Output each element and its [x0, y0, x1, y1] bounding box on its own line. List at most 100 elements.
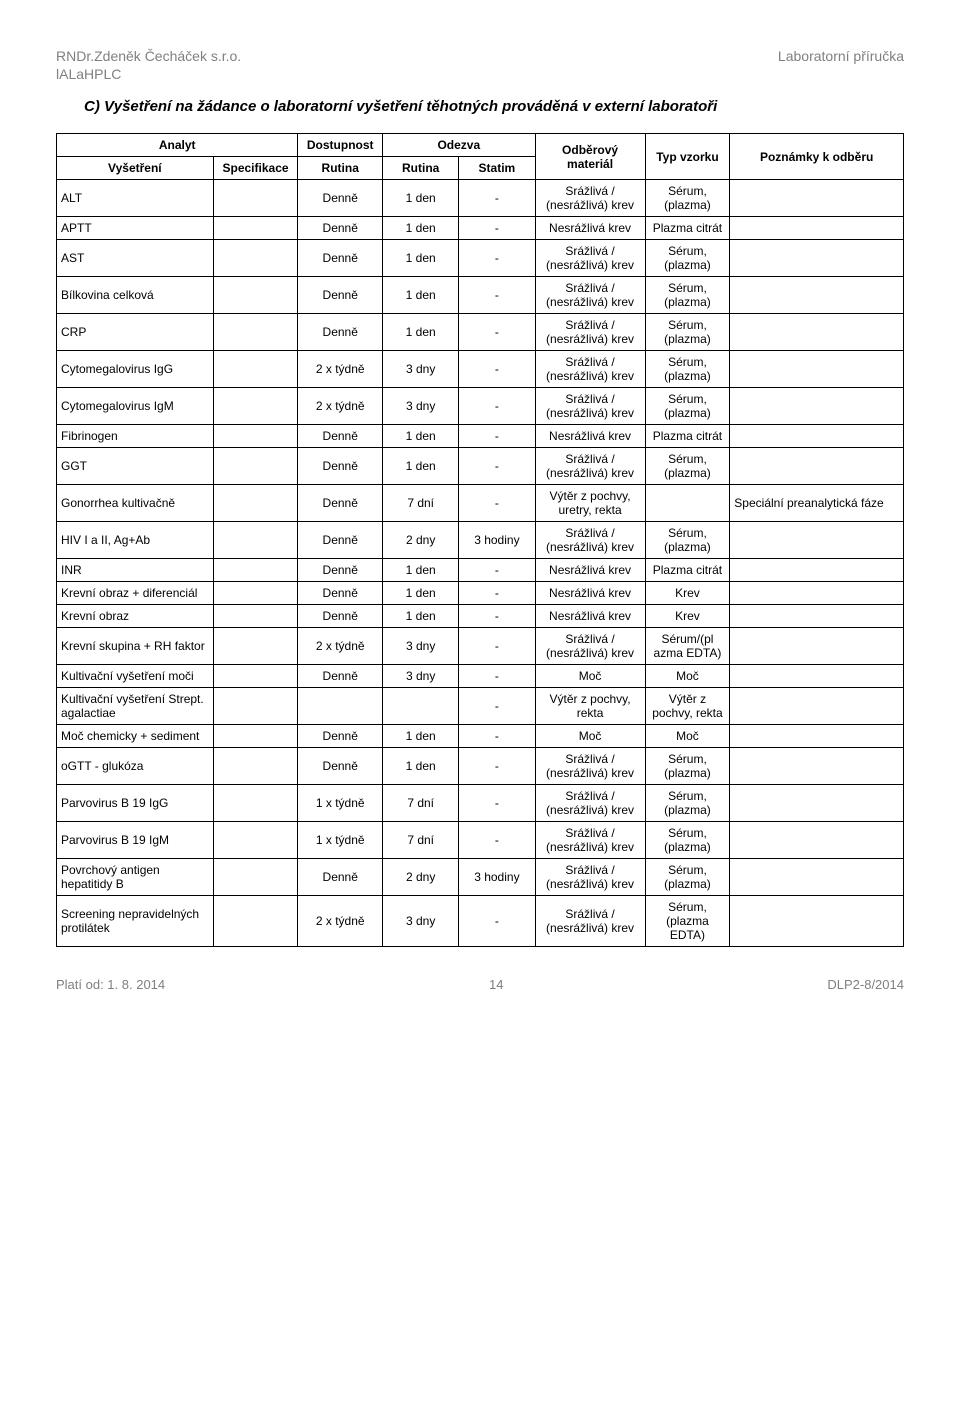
- cell: ALT: [57, 180, 214, 217]
- cell: -: [459, 628, 535, 665]
- table-row: Moč chemicky + sedimentDenně1 den-MočMoč: [57, 725, 904, 748]
- cell: Sérum, (plazma): [645, 180, 730, 217]
- cell: 3 hodiny: [459, 859, 535, 896]
- cell: -: [459, 388, 535, 425]
- cell: Povrchový antigen hepatitidy B: [57, 859, 214, 896]
- cell: Sérum, (plazma): [645, 859, 730, 896]
- cell: Denně: [298, 485, 383, 522]
- cell: -: [459, 665, 535, 688]
- th-analyt: Analyt: [57, 134, 298, 157]
- cell: Denně: [298, 180, 383, 217]
- cell: [730, 448, 904, 485]
- cell: -: [459, 559, 535, 582]
- table-row: HIV I a II, Ag+AbDenně2 dny3 hodinySrážl…: [57, 522, 904, 559]
- cell: Výtěr z pochvy, rekta: [535, 688, 645, 725]
- cell: 1 den: [383, 559, 459, 582]
- cell: 3 dny: [383, 665, 459, 688]
- cell: Denně: [298, 522, 383, 559]
- table-row: Kultivační vyšetření močiDenně3 dny-MočM…: [57, 665, 904, 688]
- cell: 2 dny: [383, 859, 459, 896]
- cell: Screening nepravidelných protilátek: [57, 896, 214, 947]
- cell: Srážlivá / (nesrážlivá) krev: [535, 351, 645, 388]
- header-row: RNDr.Zdeněk Čecháček s.r.o. Laboratorní …: [56, 48, 904, 64]
- cell: Srážlivá / (nesrážlivá) krev: [535, 896, 645, 947]
- cell: [730, 388, 904, 425]
- cell: 3 dny: [383, 628, 459, 665]
- table-row: Kultivační vyšetření Strept. agalactiae-…: [57, 688, 904, 725]
- cell: Sérum, (plazma): [645, 448, 730, 485]
- cell: [213, 688, 298, 725]
- cell: -: [459, 582, 535, 605]
- cell: -: [459, 688, 535, 725]
- cell: -: [459, 605, 535, 628]
- cell: APTT: [57, 217, 214, 240]
- cell: 1 den: [383, 582, 459, 605]
- table-row: Povrchový antigen hepatitidy BDenně2 dny…: [57, 859, 904, 896]
- header-right-top: Laboratorní příručka: [778, 48, 904, 64]
- cell: [645, 485, 730, 522]
- cell: [730, 725, 904, 748]
- cell: Denně: [298, 240, 383, 277]
- cell: 1 den: [383, 240, 459, 277]
- cell: [213, 725, 298, 748]
- cell: Krevní obraz + diferenciál: [57, 582, 214, 605]
- table-row: Cytomegalovirus IgG2 x týdně3 dny-Srážli…: [57, 351, 904, 388]
- footer: Platí od: 1. 8. 2014 14 DLP2-8/2014: [56, 977, 904, 992]
- cell: Denně: [298, 725, 383, 748]
- cell: -: [459, 240, 535, 277]
- cell: 2 dny: [383, 522, 459, 559]
- table-row: APTTDenně1 den-Nesrážlivá krevPlazma cit…: [57, 217, 904, 240]
- cell: Sérum, (plazma): [645, 314, 730, 351]
- cell: [213, 822, 298, 859]
- th-typ: Typ vzorku: [645, 134, 730, 180]
- cell: 3 dny: [383, 351, 459, 388]
- cell: INR: [57, 559, 214, 582]
- cell: [730, 896, 904, 947]
- th-specifikace: Specifikace: [213, 157, 298, 180]
- cell: 2 x týdně: [298, 351, 383, 388]
- cell: [213, 665, 298, 688]
- cell: 7 dní: [383, 785, 459, 822]
- cell: Plazma citrát: [645, 425, 730, 448]
- cell: [213, 748, 298, 785]
- cell: [213, 277, 298, 314]
- cell: [730, 859, 904, 896]
- cell: 3 hodiny: [459, 522, 535, 559]
- cell: [213, 559, 298, 582]
- th-rutina-2: Rutina: [383, 157, 459, 180]
- table-body: ALTDenně1 den-Srážlivá / (nesrážlivá) kr…: [57, 180, 904, 947]
- cell: Speciální preanalytická fáze: [730, 485, 904, 522]
- cell: Bílkovina celková: [57, 277, 214, 314]
- cell: Denně: [298, 605, 383, 628]
- cell: [383, 688, 459, 725]
- cell: Srážlivá / (nesrážlivá) krev: [535, 748, 645, 785]
- cell: 1 x týdně: [298, 822, 383, 859]
- cell: [213, 425, 298, 448]
- cell: [730, 665, 904, 688]
- th-poznamky: Poznámky k odběru: [730, 134, 904, 180]
- th-statim: Statim: [459, 157, 535, 180]
- cell: Nesrážlivá krev: [535, 582, 645, 605]
- header-left-sub: lALaHPLC: [56, 66, 904, 82]
- cell: Gonorrhea kultivačně: [57, 485, 214, 522]
- cell: [298, 688, 383, 725]
- cell: [213, 605, 298, 628]
- cell: Sérum, (plazma): [645, 351, 730, 388]
- cell: [213, 628, 298, 665]
- cell: 3 dny: [383, 388, 459, 425]
- cell: [730, 748, 904, 785]
- cell: Sérum, (plazma EDTA): [645, 896, 730, 947]
- cell: Nesrážlivá krev: [535, 217, 645, 240]
- cell: Krevní skupina + RH faktor: [57, 628, 214, 665]
- header-left-top: RNDr.Zdeněk Čecháček s.r.o.: [56, 48, 241, 64]
- cell: Srážlivá / (nesrážlivá) krev: [535, 859, 645, 896]
- cell: 1 den: [383, 217, 459, 240]
- table-row: Screening nepravidelných protilátek2 x t…: [57, 896, 904, 947]
- cell: Sérum, (plazma): [645, 388, 730, 425]
- cell: Sérum, (plazma): [645, 277, 730, 314]
- th-vysetreni: Vyšetření: [57, 157, 214, 180]
- cell: [730, 688, 904, 725]
- cell: 2 x týdně: [298, 388, 383, 425]
- cell: [213, 448, 298, 485]
- cell: -: [459, 485, 535, 522]
